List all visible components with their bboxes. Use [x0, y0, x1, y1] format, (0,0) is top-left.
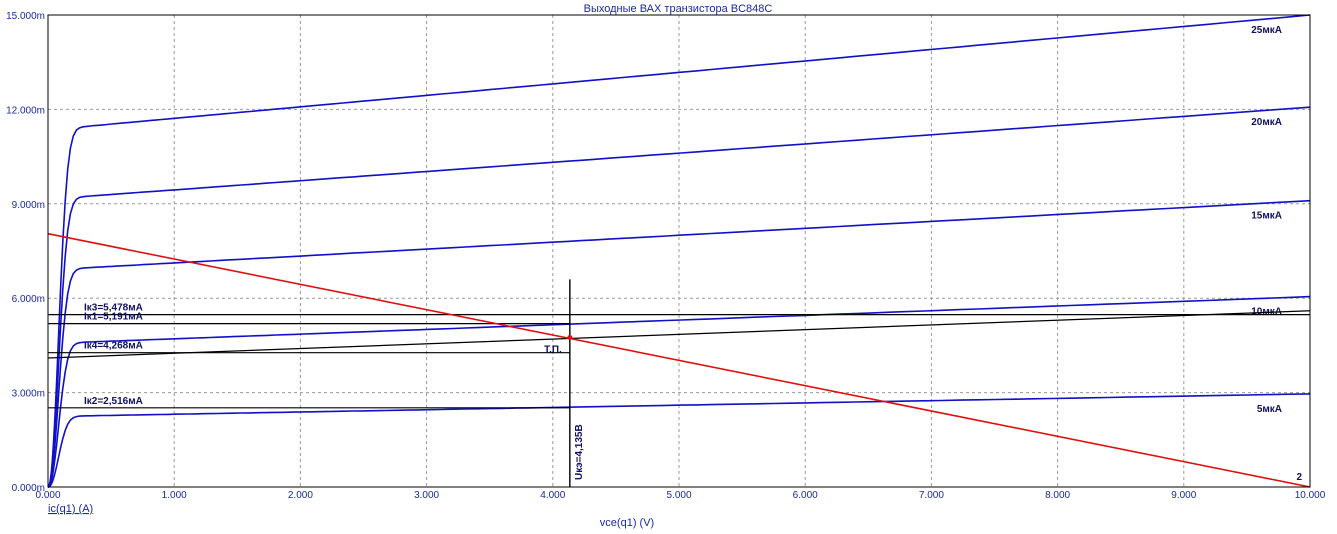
y-tick-label: 6.000m	[12, 294, 45, 305]
x-tick-label: 1.000	[162, 490, 187, 501]
series-line	[47, 199, 1311, 488]
load-line	[47, 232, 1311, 488]
chart-title: Выходные ВАХ транзистора BC848C	[584, 3, 773, 15]
slope-line	[47, 310, 1311, 359]
series-label: 15мкА	[1251, 211, 1282, 222]
operating-point-label: Т.П.	[544, 345, 562, 356]
x-tick-label: 9.000	[1171, 490, 1196, 501]
y-tick-label: 9.000m	[12, 200, 45, 211]
x-tick-label: 0.000	[35, 490, 60, 501]
current-marker-label: Iк4=4,268мА	[84, 341, 143, 352]
y-tick-label: 3.000m	[12, 389, 45, 400]
x-tick-label: 3.000	[414, 490, 439, 501]
x-axis-label: vce(q1) (V)	[600, 517, 654, 529]
x-tick-label: 5.000	[666, 490, 691, 501]
x-tick-label: 10.000	[1295, 490, 1326, 501]
current-marker-label: Iк3=5,478мА	[84, 303, 143, 314]
series-line	[47, 14, 1311, 488]
grid	[48, 15, 1310, 487]
y-axis-label: ic(q1) (A)	[48, 503, 93, 515]
current-marker-label: Iк1=5,191мА	[84, 312, 143, 323]
x-tick-label: 7.000	[919, 490, 944, 501]
x-tick-label: 2.000	[288, 490, 313, 501]
y-tick-label: 0.000m	[12, 483, 45, 494]
operating-point-marker	[567, 335, 573, 341]
series-line	[47, 295, 1311, 488]
series-label: 5мкА	[1257, 404, 1282, 415]
y-tick-label: 12.000m	[6, 105, 45, 116]
series-label: 20мкА	[1251, 117, 1282, 128]
current-marker-label: Iк2=2,516мА	[84, 396, 143, 407]
plot-frame	[47, 14, 1311, 488]
tick-labels: 0.000 1.000 2.000 3.000 4.000 5.000 6.000 7.000…	[6, 11, 1326, 501]
x-tick-label: 6.000	[793, 490, 818, 501]
x-tick-label: 8.000	[1045, 490, 1070, 501]
series-label: 25мкА	[1251, 25, 1282, 36]
load-line-label: 2	[1296, 472, 1302, 483]
y-tick-label: 15.000m	[6, 11, 45, 22]
series-line	[47, 106, 1311, 488]
voltage-marker-label: Uкэ=4,135В	[574, 424, 585, 480]
x-tick-label: 4.000	[540, 490, 565, 501]
series-line	[48, 393, 1311, 488]
